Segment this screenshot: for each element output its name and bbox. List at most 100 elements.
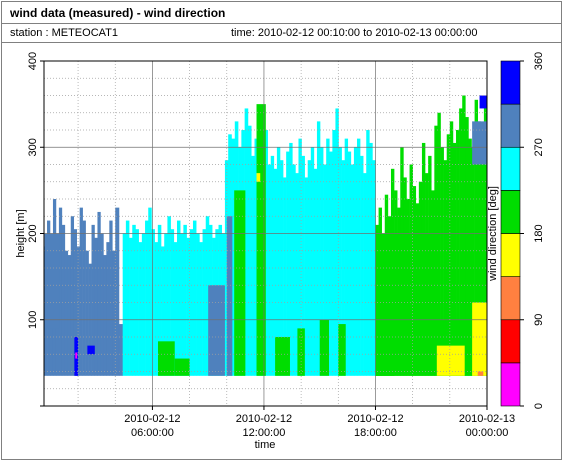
heatmap-patch: [338, 324, 346, 376]
heatmap-column: [350, 164, 355, 376]
colorbar-tick-label: 180: [533, 224, 545, 242]
heatmap-patch: [174, 358, 190, 376]
heatmap-patch: [256, 104, 266, 376]
heatmap-patch: [479, 95, 487, 109]
heatmap-column: [151, 229, 155, 376]
heatmap-column: [67, 255, 72, 376]
x-tick-label-time: 00:00:00: [466, 427, 509, 439]
heatmap-column: [344, 138, 349, 376]
heatmap-column: [183, 224, 187, 376]
heatmap-column: [276, 147, 281, 376]
heatmap-column: [157, 224, 162, 376]
heatmap-column: [176, 220, 181, 376]
heatmap-column: [161, 246, 165, 376]
heatmap-column: [91, 224, 95, 376]
heatmap-column: [118, 324, 123, 376]
chart-title: wind data (measured) - wind direction: [10, 6, 226, 20]
heatmap-column: [353, 147, 358, 376]
heatmap-column: [79, 207, 83, 376]
heatmap-column: [173, 242, 178, 376]
colorbar-band: [500, 319, 521, 364]
heatmap-column: [85, 250, 89, 376]
heatmap-column: [251, 155, 255, 376]
heatmap-patch: [319, 319, 330, 376]
colorbar-band: [500, 146, 521, 191]
station-label: station : METEOCAT1: [10, 27, 118, 39]
heatmap-column: [109, 220, 113, 376]
heatmap-column: [283, 177, 287, 376]
x-tick-label-date: 2010-02-12: [236, 413, 292, 425]
heatmap-column: [431, 190, 435, 376]
heatmap-column: [138, 242, 143, 376]
info-bar: station : METEOCAT1 time: 2010-02-12 00:…: [2, 24, 561, 43]
heatmap-column: [446, 134, 451, 376]
heatmap-column: [199, 242, 203, 376]
heatmap-column: [192, 220, 197, 376]
heatmap-column: [443, 160, 448, 376]
colorbar-band: [500, 362, 521, 407]
heatmap-column: [320, 147, 324, 376]
heatmap-column: [468, 138, 472, 376]
heatmap-column: [115, 207, 120, 376]
heatmap-column: [366, 130, 370, 376]
heatmap-patch: [75, 352, 78, 359]
heatmap-patch: [87, 345, 95, 355]
heatmap-column: [112, 250, 116, 376]
colorbar-ticks: 0 90 180 270 360: [520, 52, 545, 409]
heatmap-column: [103, 255, 107, 376]
heatmap-column: [483, 95, 488, 376]
heatmap-column: [97, 211, 101, 376]
heatmap-column: [289, 142, 293, 376]
heatmap-column: [304, 177, 309, 376]
heatmap-column: [145, 220, 149, 376]
colorbar-band: [500, 103, 521, 148]
heatmap-patch: [375, 259, 395, 376]
heatmap-column: [452, 142, 457, 376]
heatmap-column: [76, 246, 80, 376]
heatmap-column: [307, 160, 312, 376]
colorbar-band: [500, 60, 521, 105]
heatmap-column: [449, 121, 454, 376]
heatmap-column: [471, 147, 475, 376]
colorbar: [500, 60, 521, 407]
heatmap-column: [154, 242, 159, 376]
heatmap-column: [164, 233, 168, 376]
heatmap-column: [129, 237, 133, 376]
y-tick-label: 200: [27, 224, 39, 242]
heatmap-column: [180, 233, 184, 376]
heatmap-column: [341, 160, 345, 376]
heatmap-patch: [477, 371, 484, 376]
colorbar-band: [500, 276, 521, 321]
heatmap-column: [298, 138, 302, 376]
heatmap-column: [196, 233, 200, 376]
heatmap-column: [106, 242, 110, 376]
colorbar-tick-label: 90: [533, 314, 545, 326]
x-axis-ticks: 2010-02-12 06:00:00 2010-02-12 12:00:00 2010…: [124, 406, 515, 439]
heatmap-column: [58, 207, 63, 376]
x-tick-label-time: 06:00:00: [131, 427, 174, 439]
heatmap-column: [335, 108, 339, 376]
heatmap-column: [295, 173, 299, 376]
heatmap-column: [462, 95, 466, 376]
colorbar-tick-label: 0: [533, 403, 545, 409]
heatmap-column: [434, 125, 438, 376]
heatmap-column: [332, 130, 336, 376]
heatmap-patch: [234, 190, 246, 376]
time-range-label: time: 2010-02-12 00:10:00 to 2010-02-13 …: [231, 27, 478, 39]
heatmap-column: [338, 147, 342, 376]
heatmap-column: [356, 138, 361, 376]
heatmap-column: [100, 233, 104, 376]
heatmap-column: [132, 224, 136, 376]
heatmap-patch: [44, 233, 60, 329]
colorbar-band: [500, 233, 521, 277]
heatmap-column: [474, 99, 479, 376]
x-tick-label-date: 2010-02-12: [347, 413, 403, 425]
heatmap-column: [64, 250, 69, 376]
heatmap-column: [329, 151, 333, 376]
heatmap-column: [73, 229, 77, 376]
heatmap-column: [267, 164, 272, 376]
heatmap-column: [264, 130, 268, 376]
heatmap-column: [82, 220, 86, 376]
colorbar-label: wind direction [deg]: [487, 186, 499, 282]
heatmap-column: [231, 138, 236, 376]
